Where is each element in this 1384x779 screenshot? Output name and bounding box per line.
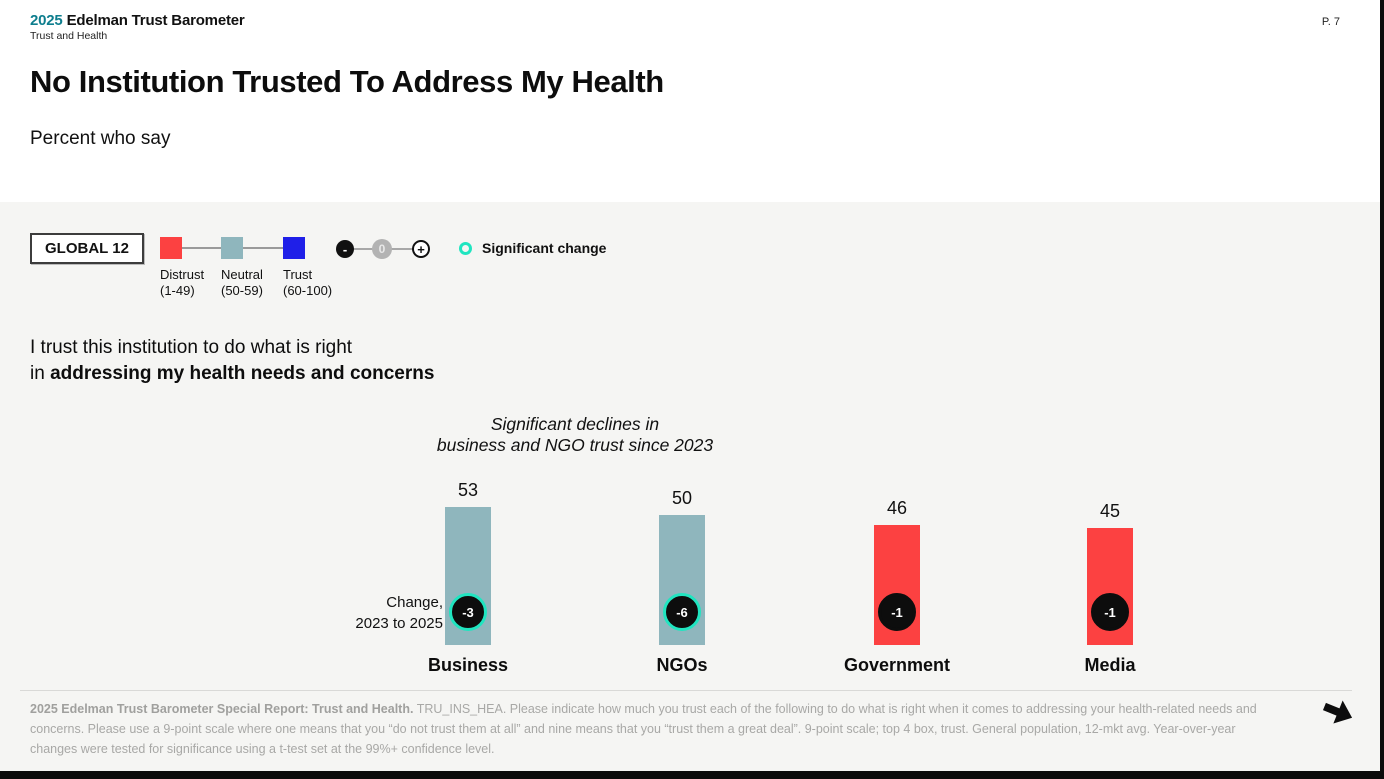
- bar-value-label: 46: [886, 498, 908, 518]
- change-badge: -6: [663, 593, 701, 631]
- page-number: P. 7: [1321, 16, 1340, 28]
- logo-title: 2025 Edelman Trust Barometer: [30, 12, 245, 29]
- page-title: No Institution Trusted To Address My Hea…: [30, 64, 664, 99]
- change-row-label: Change, 2023 to 2025: [355, 594, 443, 632]
- bar-category-label: NGOs: [656, 655, 708, 675]
- distrust-label: Distrust (1-49): [160, 267, 205, 298]
- footer-divider: [20, 690, 1352, 691]
- neutral-swatch-icon: [221, 237, 243, 259]
- bar-category-label: Government: [843, 655, 951, 675]
- global-12-badge[interactable]: GLOBAL 12: [30, 233, 144, 264]
- survey-question: I trust this institution to do what is r…: [30, 337, 435, 384]
- logo-year: 2025: [30, 12, 63, 29]
- edelman-logo: 2025 Edelman Trust Barometer Trust and He…: [30, 12, 245, 42]
- neutral-label: Neutral (50-59): [221, 267, 263, 298]
- bar-group-business: 53 -3 Business: [428, 480, 508, 675]
- bar-value-label: 50: [671, 488, 693, 508]
- chart-section-background: [0, 202, 1380, 771]
- zero-icon: 0: [372, 239, 392, 259]
- bar-category-label: Media: [1084, 655, 1136, 675]
- footer-source-note: 2025 Edelman Trust Barometer Special Rep…: [30, 702, 1257, 756]
- chart-annotation: Significant declines in business and NGO…: [436, 414, 714, 455]
- next-page-arrow-icon[interactable]: [1320, 694, 1356, 730]
- change-badge: -1: [1091, 593, 1129, 631]
- bar-category-label: Business: [427, 655, 509, 675]
- bar-group-media: 45 -1 Media: [1084, 501, 1135, 675]
- plus-icon: +: [412, 240, 430, 258]
- change-badge: -1: [878, 593, 916, 631]
- logo-brand: Edelman Trust Barometer: [66, 12, 245, 29]
- significant-change-legend: Significant change: [459, 240, 606, 256]
- page-subtitle: Percent who say: [30, 128, 171, 149]
- bar-value-label: 53: [457, 480, 479, 500]
- change-badge: -3: [449, 593, 487, 631]
- logo-subtitle: Trust and Health: [30, 30, 108, 42]
- significant-ring-icon: [459, 241, 472, 255]
- trust-label: Trust (60-100): [283, 267, 333, 298]
- distrust-swatch-icon: [160, 237, 182, 259]
- minus-icon: -: [336, 240, 354, 258]
- bar-group-ngos: 50 -6 NGOs: [656, 488, 707, 675]
- bar-group-government: 46 -1 Government: [844, 498, 950, 675]
- trust-scale-legend: Distrust (1-49) Neutral (50-59) Trust (60-1…: [160, 237, 375, 298]
- significant-change-label: Significant change: [482, 240, 607, 256]
- bar-value-label: 45: [1099, 501, 1121, 521]
- trust-swatch-icon: [283, 237, 305, 259]
